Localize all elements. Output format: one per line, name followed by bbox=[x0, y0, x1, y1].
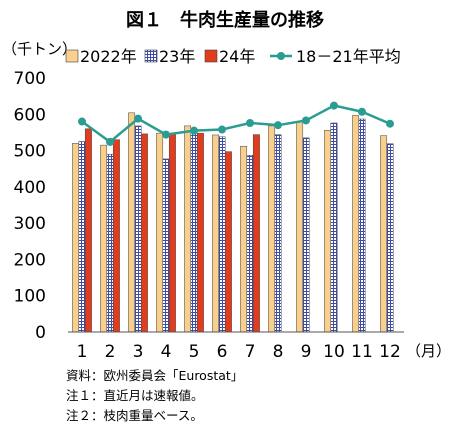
bar bbox=[352, 115, 360, 333]
bar bbox=[78, 141, 86, 333]
bar bbox=[112, 139, 120, 333]
bar bbox=[106, 153, 114, 333]
bar bbox=[100, 144, 108, 333]
bar bbox=[330, 122, 338, 333]
average-line bbox=[81, 104, 391, 144]
x-tick-label: 3 bbox=[133, 342, 144, 362]
bar bbox=[168, 133, 176, 333]
average-point bbox=[386, 119, 394, 128]
bar bbox=[212, 134, 220, 333]
x-tick-label: 12 bbox=[379, 342, 401, 362]
x-tick-label: 7 bbox=[245, 342, 256, 362]
x-axis: 1 2 3 4 5 6 7 8 9 10 11 12 bbox=[68, 331, 404, 362]
x-tick-label: 4 bbox=[161, 342, 172, 362]
bar bbox=[358, 118, 366, 333]
note-2: 注２：枝肉重量ベース。 bbox=[66, 408, 203, 423]
bar bbox=[386, 143, 394, 333]
x-tick-label: 11 bbox=[351, 342, 373, 362]
y-tick-label: 300 bbox=[14, 214, 46, 234]
legend-marker bbox=[277, 52, 285, 60]
bar bbox=[140, 133, 148, 333]
bar bbox=[128, 112, 136, 333]
x-axis-unit: （月） bbox=[406, 342, 450, 360]
bar bbox=[196, 132, 204, 333]
average-point bbox=[302, 116, 310, 125]
average-line-series bbox=[78, 101, 394, 146]
bar bbox=[380, 135, 388, 333]
average-point bbox=[358, 107, 366, 116]
bar bbox=[240, 145, 248, 333]
y-tick-label: 700 bbox=[14, 69, 46, 89]
x-tick-label: 6 bbox=[217, 342, 228, 362]
y-tick-label: 0 bbox=[35, 323, 46, 343]
average-point bbox=[162, 130, 170, 139]
bar bbox=[72, 143, 80, 333]
legend-swatch bbox=[204, 49, 218, 63]
average-point bbox=[218, 125, 226, 134]
legend-label: 2022年 bbox=[80, 47, 137, 66]
y-tick-label: 100 bbox=[14, 287, 46, 307]
y-axis-unit: （千トン） bbox=[2, 40, 77, 58]
bar bbox=[274, 134, 282, 333]
bar bbox=[156, 132, 164, 333]
y-tick-label: 400 bbox=[14, 178, 46, 198]
y-tick-label: 200 bbox=[14, 250, 46, 270]
beef-production-chart: 図１ 牛肉生産量の推移 （千トン） （月） 2022年 23年 24年 18－21年平… bbox=[2, 9, 450, 362]
average-point bbox=[78, 117, 86, 126]
bar bbox=[252, 134, 260, 333]
legend: 2022年 23年 24年 18－21年平均 bbox=[65, 47, 401, 66]
bar bbox=[224, 151, 232, 333]
bar bbox=[324, 130, 332, 333]
average-point bbox=[274, 121, 282, 130]
bar bbox=[190, 128, 198, 333]
average-point bbox=[246, 118, 254, 127]
bar bbox=[218, 136, 226, 333]
average-point bbox=[190, 126, 198, 135]
x-tick-label: 8 bbox=[273, 342, 284, 362]
y-axis: 0 100 200 300 400 500 600 700 bbox=[14, 69, 46, 343]
bar bbox=[268, 125, 276, 333]
y-tick-label: 500 bbox=[14, 142, 46, 162]
bar bbox=[84, 128, 92, 333]
bar bbox=[246, 155, 254, 333]
legend-label: 18－21年平均 bbox=[296, 47, 401, 66]
x-tick-label: 2 bbox=[105, 342, 116, 362]
x-tick-label: 5 bbox=[189, 342, 200, 362]
average-point bbox=[330, 101, 338, 110]
source-notes: 資料：欧州委員会「Eurostat」 注１：直近月は速報値。 注２：枝肉重量ベー… bbox=[66, 366, 243, 426]
legend-label: 23年 bbox=[159, 47, 195, 66]
bar bbox=[162, 158, 170, 333]
note-1: 注１：直近月は速報値。 bbox=[66, 388, 204, 403]
bar bbox=[134, 125, 142, 333]
x-tick-label: 9 bbox=[301, 342, 312, 362]
bar bbox=[302, 137, 310, 333]
average-point bbox=[106, 137, 114, 146]
bars bbox=[72, 112, 394, 333]
chart-title: 図１ 牛肉生産量の推移 bbox=[126, 9, 324, 31]
x-tick-label: 10 bbox=[323, 342, 345, 362]
legend-swatch bbox=[65, 49, 79, 63]
bar bbox=[296, 121, 304, 333]
average-point bbox=[134, 114, 142, 123]
x-tick-label: 1 bbox=[77, 342, 88, 362]
y-tick-label: 600 bbox=[14, 105, 46, 125]
bar bbox=[184, 125, 192, 333]
note-source: 資料：欧州委員会「Eurostat」 bbox=[66, 368, 244, 383]
legend-swatch bbox=[144, 49, 158, 63]
legend-label: 24年 bbox=[219, 47, 255, 66]
